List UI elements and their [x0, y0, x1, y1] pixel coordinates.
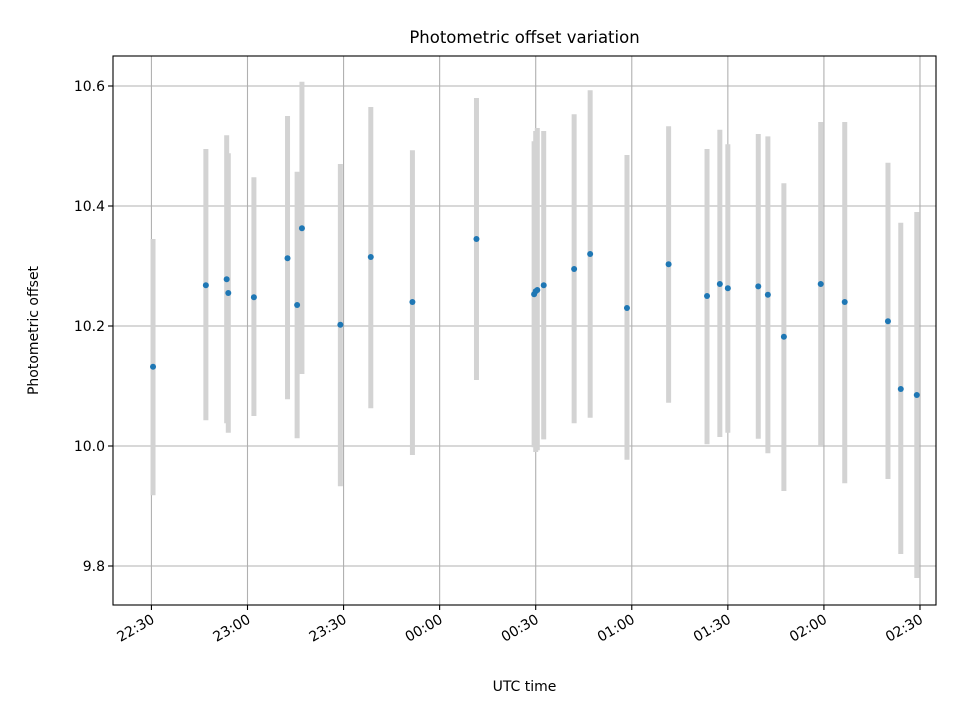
data-point [473, 236, 480, 242]
data-point [587, 251, 594, 257]
y-tick-label: 9.8 [83, 559, 105, 575]
data-point [202, 282, 209, 289]
data-point [150, 363, 157, 370]
data-point [780, 333, 787, 340]
data-point [250, 294, 257, 301]
data-point [367, 254, 374, 260]
data-point [724, 285, 731, 292]
y-tick-label: 10.2 [74, 319, 105, 335]
chart-title: Photometric offset variation [409, 28, 639, 47]
data-point [225, 290, 232, 296]
y-axis-label: Photometric offset [26, 265, 42, 395]
y-axis-ticks: 9.8 10.0 10.2 10.4 10.6 [74, 79, 113, 575]
data-point [284, 255, 291, 262]
data-point [913, 392, 920, 398]
data-point [841, 299, 848, 305]
data-point [704, 293, 711, 299]
data-point [884, 318, 891, 325]
data-point [298, 225, 305, 232]
data-points [150, 225, 920, 398]
y-tick-label: 10.4 [74, 199, 105, 215]
data-point [817, 281, 824, 287]
y-tick-label: 10.0 [74, 439, 105, 455]
data-point [337, 321, 344, 328]
data-point [223, 276, 230, 283]
data-point [534, 287, 541, 293]
data-point [294, 302, 301, 308]
data-point [764, 291, 771, 298]
data-point [665, 261, 672, 268]
x-axis-label: UTC time [493, 679, 557, 695]
data-point [755, 283, 762, 290]
y-tick-label: 10.6 [74, 79, 105, 95]
data-point [716, 281, 723, 287]
plot-frame [112, 55, 937, 606]
data-point [897, 386, 904, 392]
data-point [540, 282, 547, 289]
data-point [409, 299, 416, 305]
data-point [571, 266, 578, 272]
data-point [623, 305, 630, 311]
